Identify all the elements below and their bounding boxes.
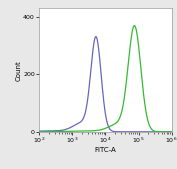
Y-axis label: Count: Count [16,60,22,80]
X-axis label: FITC-A: FITC-A [95,147,116,153]
